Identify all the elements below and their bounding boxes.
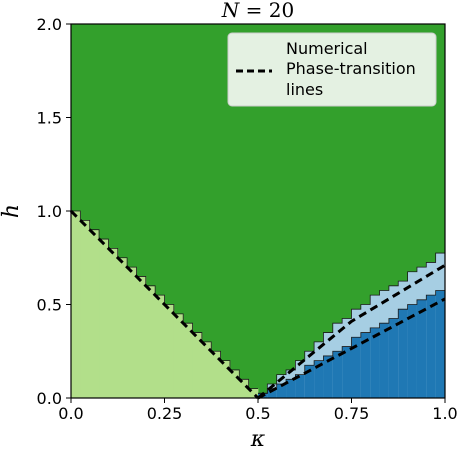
region-cell-left — [192, 332, 203, 398]
region-cell-right — [416, 299, 427, 398]
region-cell-right — [370, 327, 380, 398]
legend: Numerical Phase-transition lines — [227, 32, 437, 107]
legend-entry-transition-lines: Phase-transition lines — [286, 59, 416, 99]
y-tick-label: 1.0 — [37, 202, 62, 221]
region-cell-right — [398, 309, 408, 398]
region-cell-left — [99, 239, 109, 398]
region-cell-left — [248, 388, 259, 398]
region-cell-left — [201, 341, 212, 398]
region-cell-right — [323, 355, 334, 398]
x-axis-label: κ — [250, 427, 266, 449]
region-cell-right — [388, 318, 399, 398]
legend-entry-numerical: Numerical — [286, 39, 368, 58]
x-tick-label: 0.75 — [334, 404, 370, 423]
region-cell-right — [360, 332, 371, 398]
x-tick-label: 0.5 — [245, 404, 270, 423]
x-tick-label: 0.25 — [147, 404, 183, 423]
region-cell-right — [426, 295, 437, 398]
region-cell-left — [155, 295, 165, 398]
region-cell-left — [127, 267, 137, 398]
region-cell-left — [183, 323, 193, 398]
axis-ticks: 0.0 0.25 0.5 0.75 1.0 0.0 0.5 1.0 1.5 2.0 — [37, 15, 458, 423]
region-cell-left — [117, 257, 128, 398]
region-cell-right — [295, 374, 306, 398]
legend-box — [227, 32, 437, 107]
region-cell-right — [286, 379, 296, 398]
y-tick-label: 0.5 — [37, 296, 62, 315]
transition-line-2 — [257, 297, 446, 400]
transition-lines — [69, 209, 446, 400]
region-cell-right — [379, 323, 390, 398]
y-axis-label: h — [0, 204, 24, 218]
region-cell-right — [314, 360, 324, 398]
chart-title: N = 20 — [221, 0, 294, 22]
y-tick-label: 0.0 — [37, 389, 62, 408]
region-cell-left — [89, 229, 100, 398]
x-tick-label: 1.0 — [432, 404, 457, 423]
region-cell-left — [173, 313, 184, 398]
region-cell-left — [145, 285, 156, 398]
contour-left — [71, 210, 258, 390]
region-cell-left — [80, 220, 91, 398]
y-tick-label: 2.0 — [37, 15, 62, 34]
region-cell-right — [276, 383, 287, 398]
region-cell-left — [229, 369, 240, 398]
region-cell-left — [164, 304, 175, 398]
region-cell-left — [239, 379, 250, 398]
transition-line-0 — [69, 209, 260, 400]
region-cell-left — [71, 211, 81, 398]
region-cell-right — [351, 337, 362, 398]
region-cell-right — [342, 346, 352, 398]
region-cell-left — [220, 360, 231, 398]
region-cell-right — [435, 290, 446, 398]
region-cell-right — [267, 388, 278, 398]
contour-lower — [258, 290, 445, 394]
region-cell-left — [108, 248, 119, 398]
region-cell-left — [136, 276, 147, 398]
region-cell-right — [332, 351, 343, 398]
x-tick-label: 0.0 — [58, 404, 83, 423]
region-cell-right — [407, 304, 418, 398]
y-tick-label: 1.5 — [37, 109, 62, 128]
region-cell-right — [304, 365, 315, 398]
transition-line-1 — [257, 263, 446, 400]
region-cell-left — [211, 351, 221, 398]
